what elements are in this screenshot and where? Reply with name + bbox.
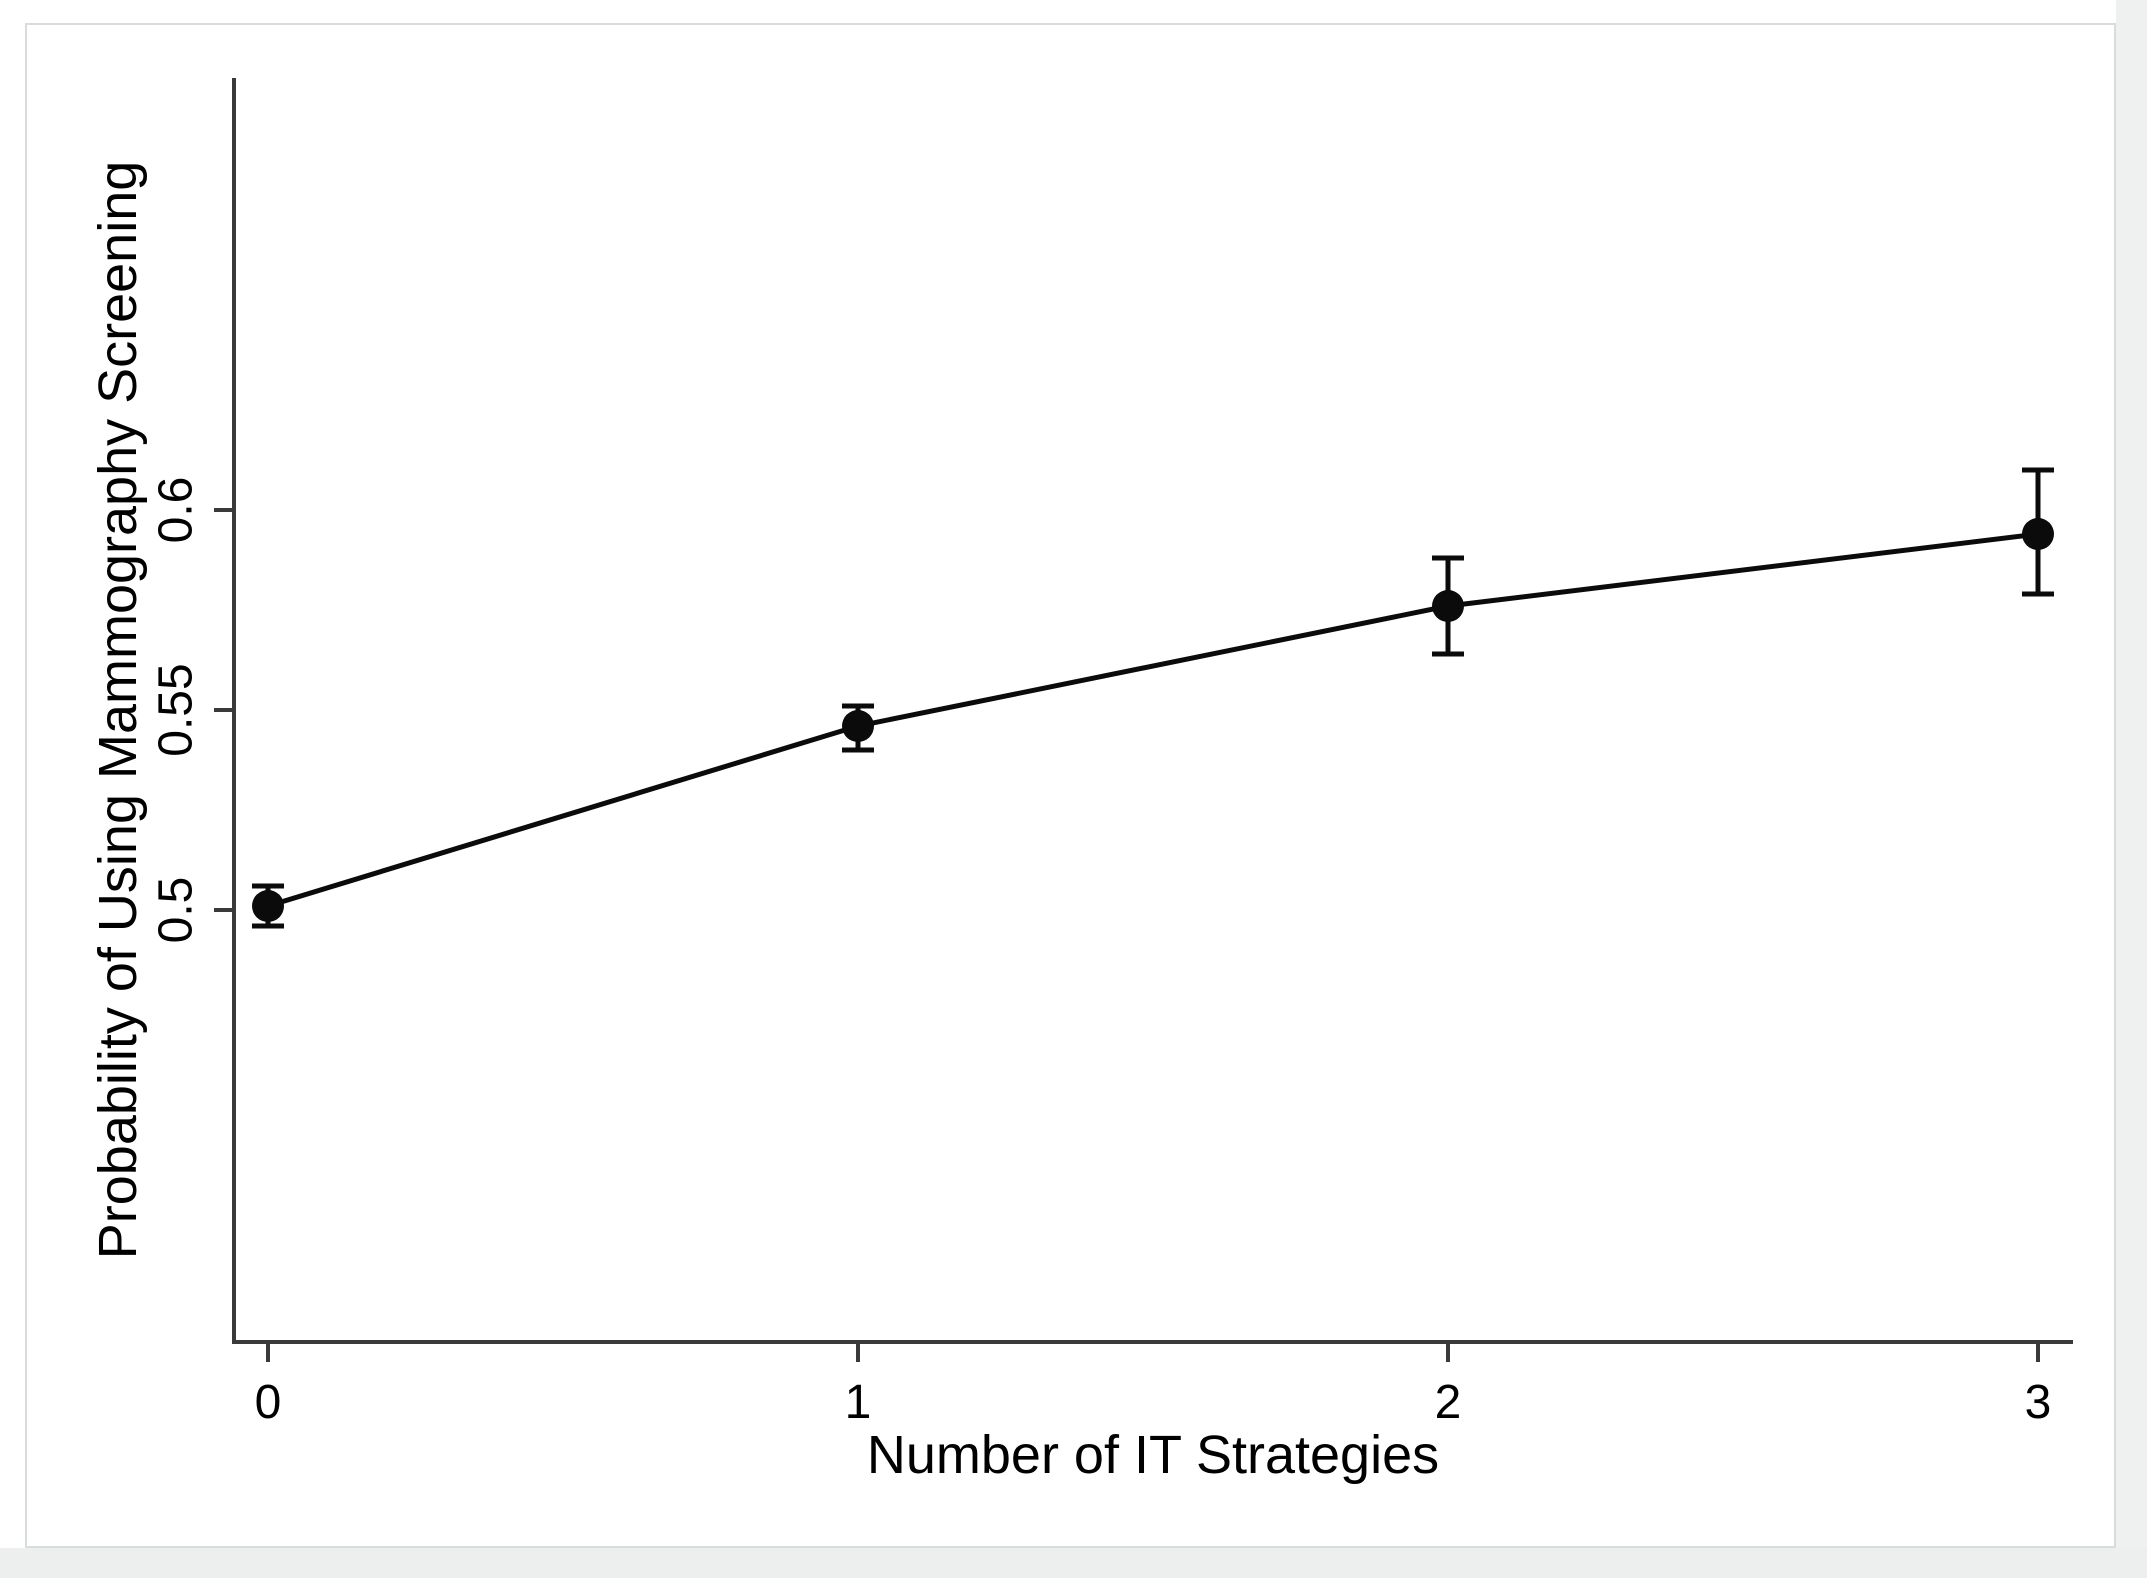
series-line bbox=[267, 531, 2039, 909]
x-tick-label: 2 bbox=[1435, 1376, 1462, 1429]
page-bottom-margin bbox=[0, 1548, 2147, 1578]
y-axis-title: Probability of Using Mammography Screeni… bbox=[88, 161, 148, 1260]
page-right-margin bbox=[2116, 0, 2147, 1578]
y-tick-label: 0.55 bbox=[150, 663, 203, 756]
data-point bbox=[842, 710, 874, 742]
x-axis-title: Number of IT Strategies bbox=[867, 1425, 1439, 1485]
x-tick-label: 0 bbox=[255, 1376, 282, 1429]
y-tick-label: 0.5 bbox=[150, 877, 203, 944]
x-tick-label: 1 bbox=[845, 1376, 872, 1429]
chart-layer: 0.5 0.55 0.6 0 1 2 3 bbox=[150, 78, 2073, 1429]
figure-card bbox=[25, 23, 2116, 1548]
x-tick-label: 3 bbox=[2025, 1376, 2052, 1429]
y-tick-label: 0.6 bbox=[150, 477, 203, 544]
data-point bbox=[2022, 518, 2054, 550]
data-point bbox=[1432, 590, 1464, 622]
data-point bbox=[252, 890, 284, 922]
